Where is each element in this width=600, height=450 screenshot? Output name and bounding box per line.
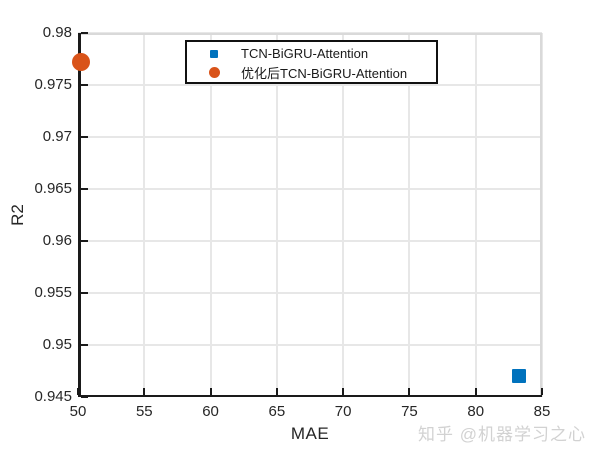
- x-tick-label: 55: [135, 403, 153, 420]
- gridline-vertical: [209, 33, 212, 397]
- y-tick-mark: [80, 188, 88, 190]
- y-tick-mark: [80, 32, 88, 34]
- gridline-vertical: [408, 33, 411, 397]
- y-tick-mark: [80, 344, 88, 346]
- plot-box-right-border: [540, 33, 542, 397]
- data-point-circle: [71, 53, 90, 72]
- gridline-vertical: [342, 33, 345, 397]
- x-tick-mark: [474, 387, 477, 395]
- x-tick-mark: [77, 387, 79, 395]
- x-tick-label: 65: [268, 403, 286, 420]
- plot-area: 50 55 60 65 70 75 80 85 0.945 0.95 0.955 0.96 0.965 0…: [34, 24, 550, 420]
- x-axis-label: MAE: [290, 424, 330, 443]
- x-tick-mark: [275, 387, 278, 395]
- x-tick-label: 60: [202, 403, 219, 420]
- legend-item-label: TCN-BiGRU-Attention: [241, 46, 369, 61]
- x-axis-line: [78, 394, 542, 397]
- gridline-horizontal: [78, 136, 542, 138]
- gridline-vertical: [143, 33, 146, 397]
- y-tick-mark: [80, 84, 88, 86]
- plot-box-top-border: [78, 33, 542, 35]
- x-tick-mark: [408, 387, 411, 395]
- x-tick-mark: [541, 387, 543, 395]
- x-tick-label: 50: [69, 403, 87, 420]
- gridline-horizontal: [78, 240, 542, 242]
- gridline-horizontal: [78, 188, 542, 190]
- y-tick-label: 0.95: [42, 336, 72, 353]
- y-tick-label: 0.975: [34, 76, 72, 93]
- y-tick-label: 0.965: [34, 180, 72, 197]
- y-tick-mark: [80, 136, 88, 138]
- y-tick-label: 0.955: [34, 284, 72, 301]
- legend-item-label: 优化后TCN-BiGRU-Attention: [241, 66, 408, 81]
- gridline-vertical: [474, 33, 477, 397]
- y-tick-mark: [80, 292, 88, 294]
- y-tick-label: 0.945: [34, 388, 72, 405]
- y-tick-label: 0.98: [42, 24, 72, 41]
- x-tick-mark: [143, 387, 146, 395]
- legend-marker-cell: [187, 49, 241, 58]
- y-axis-line: [78, 33, 81, 397]
- gridline-vertical: [541, 33, 543, 397]
- x-tick-mark: [342, 387, 345, 395]
- watermark: 知乎 @机器学习之心: [418, 425, 586, 444]
- x-tick-label: 85: [533, 403, 551, 420]
- gridline-vertical: [275, 33, 278, 397]
- legend-item: 优化后TCN-BiGRU-Attention: [187, 63, 436, 82]
- data-point-square: [512, 369, 527, 384]
- x-tick-label: 70: [334, 403, 352, 420]
- y-axis-label: R2: [8, 204, 27, 226]
- y-tick-mark: [80, 396, 88, 398]
- x-tick-label: 75: [401, 403, 418, 420]
- legend-marker-cell: [187, 67, 241, 78]
- legend-square-marker-icon: [210, 49, 218, 58]
- x-tick-label: 80: [467, 403, 485, 420]
- x-tick-mark: [209, 387, 212, 395]
- y-tick-label: 0.97: [42, 128, 72, 145]
- y-tick-mark: [80, 240, 88, 242]
- gridline-horizontal: [78, 84, 542, 86]
- legend-circle-marker-icon: [208, 67, 220, 78]
- y-tick-label: 0.96: [42, 232, 72, 249]
- legend-item: TCN-BiGRU-Attention: [187, 44, 436, 63]
- legend: TCN-BiGRU-Attention 优化后TCN-BiGRU-Attentio…: [185, 40, 438, 84]
- gridline-horizontal: [78, 344, 542, 346]
- gridline-horizontal: [78, 292, 542, 294]
